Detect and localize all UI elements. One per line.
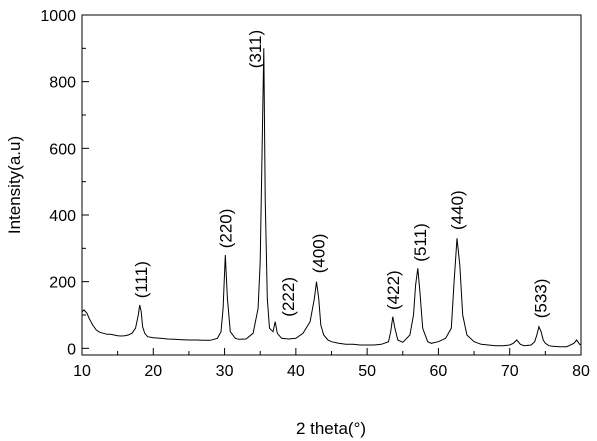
y-tick-label: 1000	[40, 8, 76, 25]
x-tick-label: 40	[287, 363, 305, 380]
y-tick-label: 200	[49, 275, 76, 292]
y-tick-label: 0	[67, 341, 76, 358]
x-tick-label: 80	[572, 363, 590, 380]
peak-label: (440)	[448, 190, 467, 230]
x-axis-title: 2 theta(°)	[296, 419, 366, 438]
y-axis: 0 200 400 600 800 1000	[40, 8, 89, 358]
plot-frame	[81, 14, 582, 356]
peak-label: (400)	[310, 234, 329, 274]
x-tick-label: 30	[216, 363, 234, 380]
y-tick-label: 600	[49, 141, 76, 158]
peak-label: (533)	[531, 279, 550, 319]
x-axis: 10 20 30 40 50 60 70 80	[73, 348, 590, 380]
x-tick-label: 70	[501, 363, 519, 380]
x-tick-label: 60	[430, 363, 448, 380]
x-tick-label: 10	[73, 363, 91, 380]
peak-label: (222)	[279, 277, 298, 317]
peak-labels: (111) (220) (311) (222) (400) (422) (511) (440)…	[132, 30, 550, 318]
y-axis-title: Intensity(a.u)	[5, 136, 24, 234]
peak-label: (311)	[246, 30, 265, 68]
peak-label: (220)	[216, 209, 235, 249]
x-tick-label: 20	[144, 363, 162, 380]
peak-label: (511)	[411, 223, 430, 261]
series-line	[81, 48, 582, 348]
peak-label: (111)	[132, 261, 151, 298]
x-tick-label: 50	[358, 363, 376, 380]
y-tick-label: 800	[49, 75, 76, 92]
y-tick-label: 400	[49, 208, 76, 225]
peak-label: (422)	[384, 270, 403, 310]
